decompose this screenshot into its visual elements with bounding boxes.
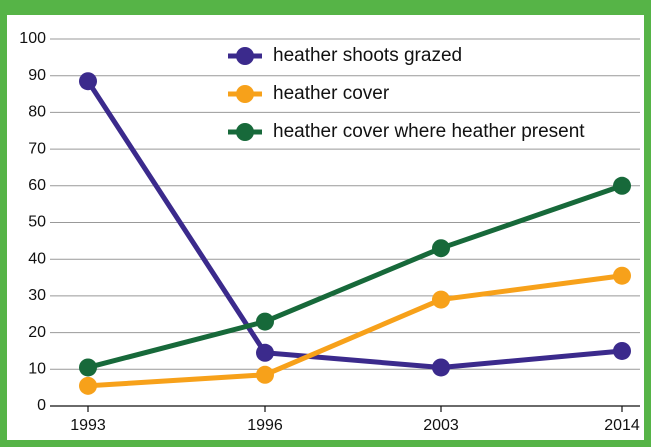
- data-point: [256, 343, 274, 362]
- legend-swatch-dot: [236, 85, 254, 103]
- data-point: [613, 341, 631, 360]
- data-point: [613, 176, 631, 195]
- x-tick-label: 2014: [604, 417, 640, 434]
- y-tick-label: 10: [28, 361, 46, 378]
- data-point: [256, 365, 274, 384]
- data-point: [432, 358, 450, 377]
- data-point: [256, 312, 274, 331]
- series-line: [87, 273, 623, 389]
- y-tick-label: 80: [28, 104, 46, 121]
- y-tick-label: 50: [28, 214, 46, 231]
- data-point: [432, 290, 450, 309]
- plot-background: [7, 15, 644, 440]
- y-tick-label: 100: [19, 30, 46, 47]
- series-line: [87, 183, 623, 370]
- y-tick-label: 60: [28, 177, 46, 194]
- data-point: [432, 239, 450, 258]
- legend-label: heather cover where heather present: [273, 121, 585, 142]
- y-tick-label: 0: [37, 397, 46, 414]
- legend-swatch-dot: [236, 47, 254, 65]
- y-tick-label: 90: [28, 67, 46, 84]
- y-tick-label: 70: [28, 140, 46, 157]
- data-point: [79, 358, 97, 377]
- data-point: [613, 266, 631, 285]
- x-tick-label: 1996: [247, 417, 283, 434]
- data-point: [79, 376, 97, 395]
- y-tick-label: 20: [28, 324, 46, 341]
- legend-label: heather shoots grazed: [273, 45, 462, 66]
- series-line: [85, 79, 623, 370]
- x-tick-label: 1993: [70, 417, 106, 434]
- y-tick-label: 30: [28, 287, 46, 304]
- legend-swatch-dot: [236, 123, 254, 141]
- y-tick-label: 40: [28, 250, 46, 267]
- legend-label: heather cover: [273, 83, 390, 104]
- x-tick-label: 2003: [423, 417, 459, 434]
- data-point: [79, 72, 97, 91]
